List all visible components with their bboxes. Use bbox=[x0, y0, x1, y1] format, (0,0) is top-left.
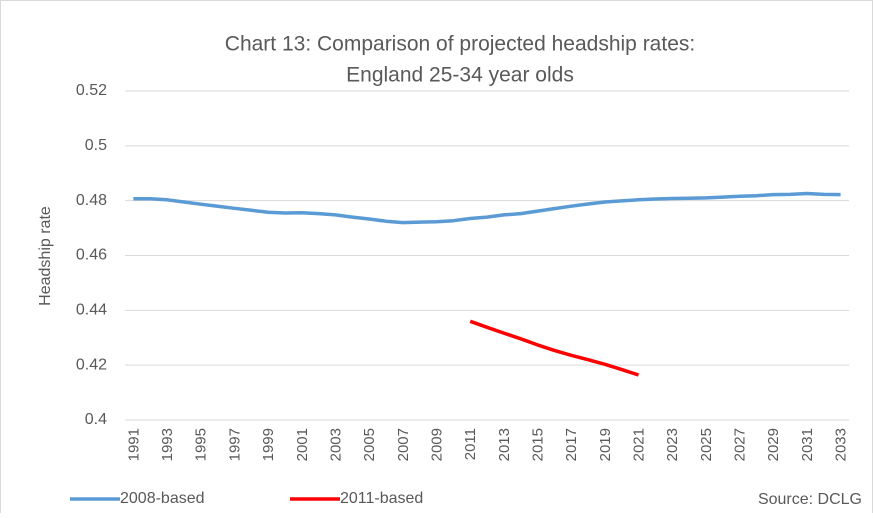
y-tick-label: 0.52 bbox=[76, 82, 107, 99]
x-tick-label: 1991 bbox=[125, 428, 142, 461]
x-tick-label: 2011 bbox=[462, 428, 479, 460]
x-tick-label: 2017 bbox=[563, 428, 580, 461]
x-tick-label: 1993 bbox=[159, 428, 176, 461]
y-tick-label: 0.42 bbox=[76, 356, 107, 373]
y-axis-label: Headship rate bbox=[37, 206, 54, 306]
y-tick-label: 0.5 bbox=[85, 137, 107, 154]
x-tick-label: 2013 bbox=[496, 428, 513, 461]
x-tick-label: 2003 bbox=[327, 428, 344, 461]
line-series bbox=[133, 191, 841, 225]
chart-title: Chart 13: Comparison of projected headsh… bbox=[225, 33, 695, 56]
x-tick-label: 2023 bbox=[664, 428, 681, 461]
x-tick-label: 2027 bbox=[732, 428, 749, 461]
chart-subtitle: England 25-34 year olds bbox=[346, 64, 574, 87]
x-tick-label: 2009 bbox=[428, 428, 445, 461]
x-tick-label: 2025 bbox=[698, 428, 715, 461]
x-tick-label: 2031 bbox=[799, 428, 816, 461]
line-series bbox=[469, 319, 640, 377]
x-tick-label: 2005 bbox=[361, 428, 378, 461]
y-tick-label: 0.4 bbox=[85, 411, 107, 428]
x-tick-label: 1997 bbox=[226, 428, 243, 461]
source-note: Source: DCLG bbox=[758, 491, 862, 508]
x-tick-label: 1999 bbox=[260, 428, 277, 461]
legend-label: 2008-based bbox=[120, 490, 205, 507]
x-tick-label: 2001 bbox=[294, 428, 311, 461]
y-tick-label: 0.44 bbox=[76, 302, 107, 319]
x-tick-label: 2007 bbox=[395, 428, 412, 461]
legend-label: 2011-based bbox=[340, 490, 423, 507]
x-tick-label: 1995 bbox=[193, 428, 210, 461]
x-tick-label: 2015 bbox=[529, 428, 546, 461]
x-tick-label: 2029 bbox=[765, 428, 782, 461]
x-tick-label: 2033 bbox=[833, 428, 850, 461]
x-tick-label: 2019 bbox=[597, 428, 614, 461]
x-tick-label: 2021 bbox=[631, 428, 648, 461]
y-tick-label: 0.48 bbox=[76, 192, 107, 209]
y-tick-label: 0.46 bbox=[76, 247, 107, 264]
